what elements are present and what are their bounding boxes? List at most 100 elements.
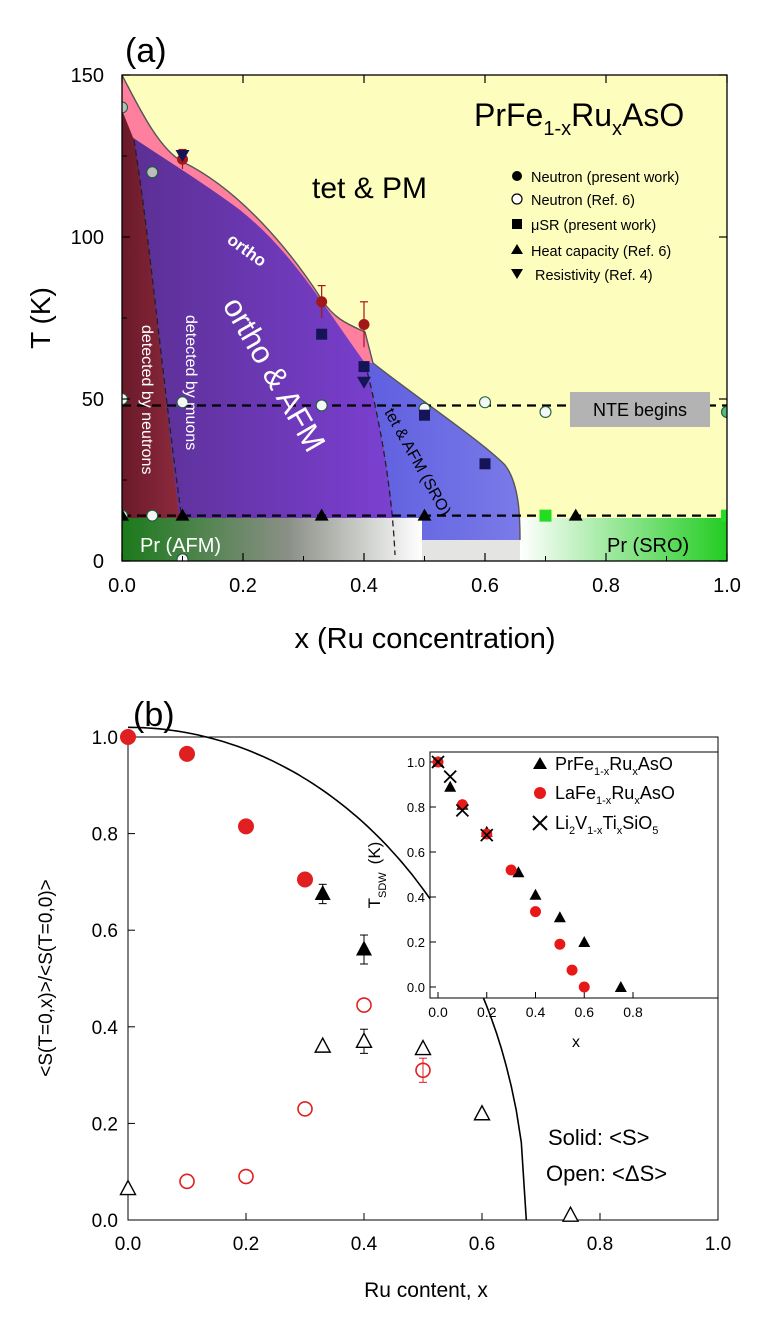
neutron-ref6-point bbox=[122, 101, 129, 114]
heat-capacity-point bbox=[314, 508, 329, 521]
panel-b-markers bbox=[119, 729, 580, 1222]
inset-li-cross bbox=[455, 803, 470, 818]
open-black-triangle bbox=[414, 1039, 432, 1056]
y-tick-label: 0.8 bbox=[92, 825, 118, 846]
region-tet-afm-sro bbox=[365, 363, 520, 540]
panel-label-b: (b) bbox=[133, 696, 175, 734]
neutron-present-point bbox=[316, 296, 328, 308]
la-part-b: 1-x bbox=[596, 795, 612, 807]
inset-legend-marker-la bbox=[534, 787, 546, 799]
open-red-circle bbox=[356, 997, 372, 1013]
solid-black-triangle bbox=[314, 884, 331, 900]
inset-y-tick-label: 1.0 bbox=[407, 755, 425, 770]
panel-b-axes: 0.0 0.2 0.4 0.6 0.8 1.0 0.0 0.2 0.4 0.6 0.8 1.0 bbox=[92, 728, 732, 1255]
legend-a-entry: Neutron (present work) bbox=[512, 170, 679, 186]
inset-x-tick-label: 0.8 bbox=[623, 1004, 643, 1020]
open-black-triangle bbox=[119, 1179, 137, 1196]
x-tick-label: 1.0 bbox=[713, 575, 741, 597]
inset-y-tick-label: 0.2 bbox=[407, 935, 425, 950]
legend-label: Resistivity (Ref. 4) bbox=[535, 268, 653, 284]
pr-part-c: Ru bbox=[609, 754, 632, 774]
legend-label: Neutron (Ref. 6) bbox=[531, 193, 635, 209]
open-black-triangle bbox=[314, 1036, 332, 1053]
boundary-tet-afm bbox=[372, 362, 521, 541]
label-detected-by-muons: detected by muons bbox=[182, 315, 199, 450]
annotation-open: Open: <ΔS> bbox=[546, 1161, 667, 1186]
inset-frame bbox=[429, 751, 719, 999]
label-nte-begins: NTE begins bbox=[593, 400, 687, 420]
legend-a-entry: μSR (present work) bbox=[512, 218, 656, 234]
inset-li-cross bbox=[480, 828, 494, 842]
inset-legend-li: Li2V1-xTixSiO5 bbox=[555, 813, 658, 837]
inset-x-tick-label: 0.2 bbox=[477, 1004, 497, 1020]
inset-ylabel-t: T bbox=[365, 898, 384, 908]
x-tick-label: 0.4 bbox=[350, 575, 378, 597]
y-tick-label: 100 bbox=[71, 227, 104, 249]
heat-capacity-point bbox=[417, 508, 432, 521]
inset-pr-triangle bbox=[614, 981, 627, 992]
y-tick-label: 0.4 bbox=[92, 1018, 119, 1039]
open-black-triangle bbox=[561, 1205, 580, 1222]
la-part-d: x bbox=[634, 795, 640, 807]
legend-marker-resistivity bbox=[511, 269, 523, 279]
x-tick-label: 0.6 bbox=[469, 1234, 495, 1255]
phase-regions bbox=[122, 75, 727, 561]
neutron-ref6-point bbox=[539, 405, 552, 419]
resistivity-point bbox=[175, 150, 190, 162]
inset-legend-entry: Li2V1-xTixSiO5 bbox=[532, 813, 658, 837]
x-tick-label: 0.0 bbox=[115, 1234, 141, 1255]
open-black-triangle bbox=[355, 1031, 373, 1048]
inset-y-tick-label: 0.4 bbox=[407, 890, 425, 905]
compound-title: PrFe1-xRuxAsO bbox=[474, 97, 684, 140]
boundary-afm-sro bbox=[364, 362, 396, 556]
inset-la-circle bbox=[505, 864, 517, 876]
inset-la-circle bbox=[578, 981, 590, 993]
solid-red-circle bbox=[179, 745, 195, 762]
y-tick-label: 0.2 bbox=[92, 1114, 118, 1135]
inset-la-circle bbox=[554, 938, 566, 950]
heat-capacity-point bbox=[175, 508, 190, 521]
y-tick-label: 0.0 bbox=[92, 1211, 118, 1232]
inset-legend-entry: LaFe1-xRuxAsO bbox=[534, 783, 675, 807]
open-red-circle bbox=[297, 1101, 313, 1117]
li-part-e: Ti bbox=[602, 813, 616, 833]
legend-marker-neutron-present bbox=[512, 171, 522, 181]
legend-a-entry: Resistivity (Ref. 4) bbox=[511, 268, 653, 284]
inset-legend-pr: PrFe1-xRuxAsO bbox=[555, 754, 673, 778]
x-axis-label-b: Ru content, x bbox=[364, 1279, 488, 1302]
panel-b: 0.0 0.2 0.4 0.6 0.8 1.0 0.0 0.2 0.4 0.6 0.8 1.0 (b)… bbox=[36, 696, 731, 1302]
li-part-h: 5 bbox=[652, 825, 658, 837]
legend-marker-musr bbox=[512, 219, 522, 229]
open-red-circle bbox=[238, 1168, 254, 1185]
x-tick-label: 0.0 bbox=[108, 575, 136, 597]
y-axis-label-a: T (K) bbox=[25, 287, 56, 349]
heat-capacity-point bbox=[122, 508, 129, 521]
li-part-b: 2 bbox=[569, 825, 575, 837]
inset-pr-triangle bbox=[578, 936, 591, 947]
open-red-circle bbox=[415, 1062, 431, 1079]
inset-y-tick-label: 0.8 bbox=[407, 800, 425, 815]
region-ortho-afm bbox=[122, 130, 395, 540]
li-part-g: SiO bbox=[622, 813, 652, 833]
inset-y-tick-label: 0.6 bbox=[407, 845, 425, 860]
la-part-c: Ru bbox=[611, 783, 634, 803]
li-part-f: x bbox=[617, 825, 623, 837]
inset-y-tick-label: 0.0 bbox=[407, 980, 425, 995]
legend-a-entry: Heat capacity (Ref. 6) bbox=[511, 244, 671, 260]
musr-point bbox=[479, 458, 491, 470]
solid-red-circle bbox=[238, 818, 254, 835]
x-tick-label: 0.6 bbox=[471, 575, 499, 597]
inset-legend: PrFe1-xRuxAsO LaFe1-xRuxAsO Li2V1-xTixSi… bbox=[532, 754, 675, 837]
panel-a: 0.0 0.2 0.4 0.6 0.8 1.0 0 50 100 150 (a) T (K) x … bbox=[25, 32, 741, 655]
neutron-ref6-point bbox=[176, 396, 189, 409]
inset-markers bbox=[431, 755, 627, 993]
inset-legend-entry: PrFe1-xRuxAsO bbox=[533, 754, 673, 778]
inset-la-circle bbox=[456, 799, 468, 811]
x-tick-label: 0.2 bbox=[233, 1234, 259, 1255]
musr-point bbox=[316, 328, 328, 340]
inset-y-label: TSDW (K) bbox=[365, 842, 389, 909]
compound-part-e: AsO bbox=[622, 97, 684, 133]
inset-pr-triangle bbox=[512, 866, 525, 878]
heat-capacity-point bbox=[568, 508, 583, 521]
